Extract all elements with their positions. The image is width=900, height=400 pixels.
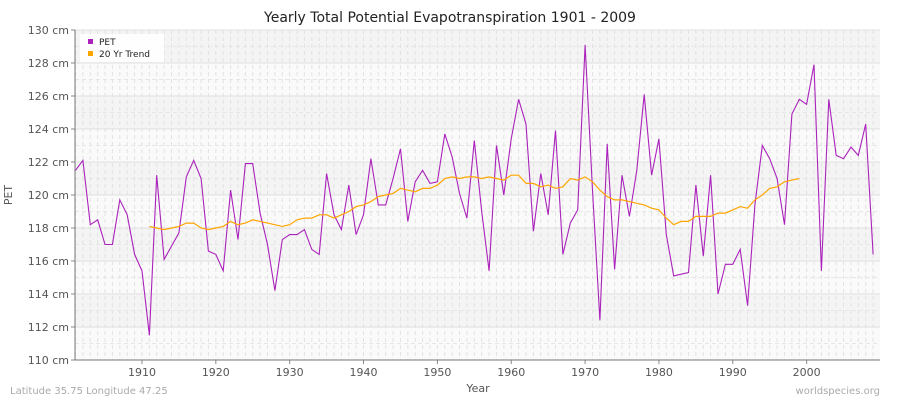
- trend-line: [149, 174, 800, 231]
- x-tick-label: 1940: [350, 366, 378, 379]
- x-tick-label: 1950: [423, 366, 451, 379]
- x-tick-label: 1970: [571, 366, 599, 379]
- x-tick-label: 1960: [497, 366, 525, 379]
- x-tick-label: 1910: [128, 366, 156, 379]
- y-tick-label: 116 cm: [28, 255, 69, 268]
- legend: PET 20 Yr Trend: [80, 34, 164, 62]
- legend-swatch-pet: [88, 39, 93, 44]
- y-tick-label: 112 cm: [28, 321, 69, 334]
- x-axis-label: Year: [465, 382, 490, 395]
- y-tick-label: 120 cm: [28, 189, 69, 202]
- x-tick-label: 1930: [276, 366, 304, 379]
- y-tick-label: 114 cm: [28, 288, 69, 301]
- x-tick-label: 1980: [645, 366, 673, 379]
- legend-swatch-trend: [88, 51, 93, 56]
- x-tick-label: 1990: [719, 366, 747, 379]
- y-tick-label: 110 cm: [28, 354, 69, 367]
- y-tick-label: 118 cm: [28, 222, 69, 235]
- y-tick-label: 130 cm: [28, 24, 69, 37]
- footer-location: Latitude 35.75 Longitude 47.25: [10, 386, 168, 397]
- y-tick-label: 128 cm: [28, 57, 69, 70]
- legend-label-trend: 20 Yr Trend: [99, 50, 150, 60]
- x-tick-label: 1920: [202, 366, 230, 379]
- y-tick-label: 122 cm: [28, 156, 69, 169]
- y-tick-label: 126 cm: [28, 90, 69, 103]
- pet-line: [75, 44, 874, 336]
- footer-site: worldspecies.org: [796, 386, 880, 397]
- y-tick-label: 124 cm: [28, 123, 69, 136]
- legend-label-pet: PET: [99, 38, 116, 48]
- x-tick-label: 2000: [793, 366, 821, 379]
- y-axis-label: PET: [2, 185, 15, 206]
- chart-title: Yearly Total Potential Evapotranspiratio…: [263, 10, 636, 26]
